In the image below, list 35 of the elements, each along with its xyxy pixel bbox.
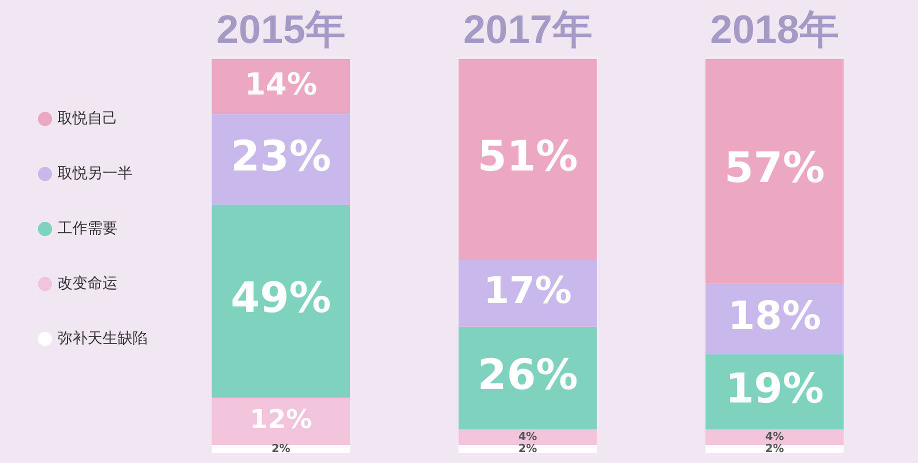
- bar: [212, 59, 350, 114]
- legend-label: 取悦另一半: [58, 165, 132, 182]
- data-label: 2%: [272, 442, 290, 455]
- bar: [458, 260, 597, 327]
- data-label: 14%: [244, 67, 318, 102]
- bar: [212, 398, 350, 446]
- legend-label: 工作需要: [58, 220, 118, 238]
- bar: [212, 204, 350, 398]
- data-label: 51%: [477, 131, 578, 180]
- data-label: 4%: [765, 430, 784, 444]
- bar: [458, 326, 597, 430]
- legend-label: 取悦自己: [58, 110, 118, 128]
- data-label: 17%: [484, 269, 572, 312]
- data-label: 19%: [725, 364, 824, 413]
- legend-label: 弥补天生缺陷: [58, 330, 148, 348]
- data-label: 2%: [765, 442, 784, 455]
- data-label: 49%: [230, 273, 332, 322]
- bar: [705, 429, 844, 446]
- data-label: 57%: [724, 143, 825, 192]
- bar: [212, 445, 350, 453]
- x-tick-label: 2015年: [216, 8, 346, 52]
- x-tick-label: 2017年: [463, 8, 592, 52]
- data-label: 18%: [728, 294, 822, 340]
- bar: [458, 59, 597, 260]
- x-tick-label: 2018年: [710, 8, 840, 52]
- data-label: 2%: [518, 442, 538, 455]
- bar: [705, 59, 844, 284]
- data-label: 4%: [518, 430, 538, 444]
- bar: [458, 429, 597, 446]
- data-label: 23%: [230, 131, 332, 180]
- legend-label: 改变命运: [58, 275, 118, 292]
- bar: [458, 445, 597, 453]
- data-label: 12%: [250, 405, 312, 436]
- data-label: 26%: [477, 350, 578, 400]
- bar: [705, 445, 844, 453]
